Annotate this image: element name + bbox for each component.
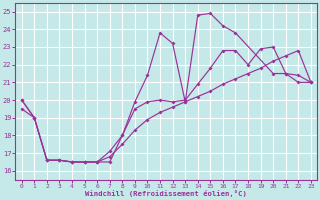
X-axis label: Windchill (Refroidissement éolien,°C): Windchill (Refroidissement éolien,°C) bbox=[85, 190, 247, 197]
